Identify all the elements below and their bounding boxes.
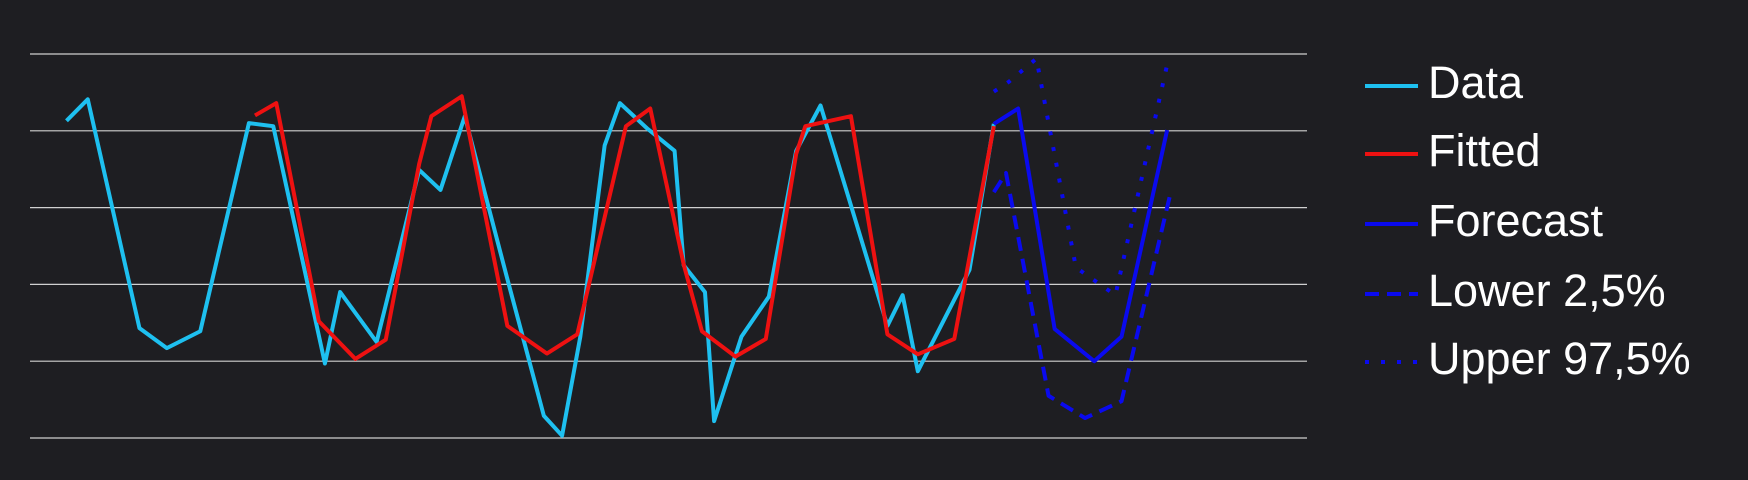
series-line: [992, 106, 1170, 364]
legend-label: Lower 2,5%: [1428, 265, 1666, 316]
legend-label: Forecast: [1428, 195, 1604, 246]
legend-label: Data: [1428, 57, 1524, 108]
series-line: [65, 97, 996, 438]
series-line: [992, 56, 1170, 298]
legend-label: Upper 97,5%: [1428, 333, 1691, 384]
series-line: [253, 94, 996, 361]
series-line: [992, 171, 1173, 421]
legend-label: Fitted: [1428, 125, 1541, 176]
